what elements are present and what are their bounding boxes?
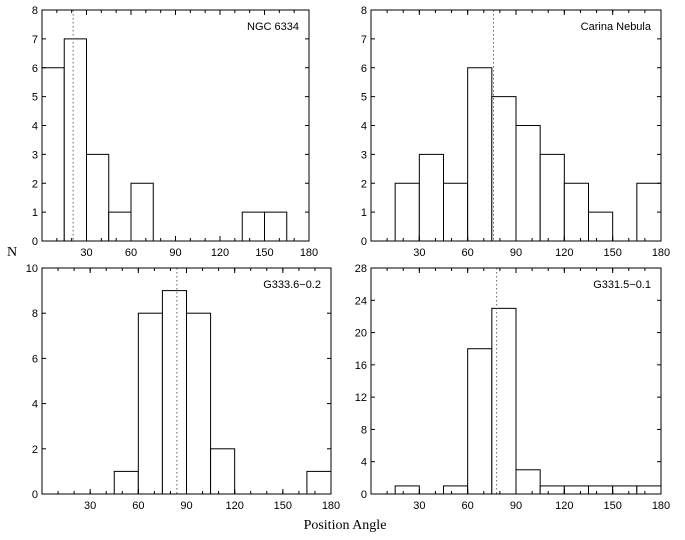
histogram-bar [161, 290, 188, 495]
histogram-bar [137, 312, 163, 495]
x-tick-label: 60 [125, 247, 137, 259]
histogram-bar [418, 153, 445, 242]
histogram-bar [443, 485, 469, 495]
x-tick-label: 180 [652, 247, 670, 259]
x-tick-label: 150 [603, 247, 621, 259]
panel-title: G331.5−0.1 [593, 279, 651, 291]
x-tick-label: 120 [555, 500, 573, 512]
y-tick-label: 0 [361, 489, 367, 501]
y-tick-label: 6 [32, 353, 38, 365]
y-tick-label: 2 [361, 178, 367, 190]
histogram-bar [63, 38, 87, 242]
x-tick-label: 180 [652, 500, 670, 512]
x-tick-label: 30 [84, 500, 96, 512]
x-tick-label: 30 [80, 247, 92, 259]
x-tick-label: 120 [225, 500, 243, 512]
y-tick-label: 8 [32, 5, 38, 17]
histogram-bar [636, 182, 662, 242]
x-tick-label: 90 [180, 500, 192, 512]
y-tick-label: 6 [361, 63, 367, 75]
x-tick-label: 60 [132, 500, 144, 512]
histogram-bar [563, 182, 589, 242]
histogram-bar [394, 182, 420, 242]
x-tick-label: 120 [211, 247, 229, 259]
histogram-bar [467, 348, 493, 495]
histogram-bar [539, 485, 565, 495]
histogram-bar [467, 67, 493, 242]
y-tick-label: 5 [32, 92, 38, 104]
x-tick-label: 90 [510, 247, 522, 259]
y-tick-label: 8 [32, 308, 38, 320]
y-tick-label: 10 [26, 263, 38, 275]
histogram-panel-g331-5-0-1: 0 4 8 12 16 20 24 28 30 60 90 120 150 180 G331.5−0.1 [355, 263, 670, 512]
x-tick-label: 30 [413, 500, 425, 512]
histogram-bar [241, 211, 265, 242]
x-tick-label: 90 [169, 247, 181, 259]
histogram-bar [264, 211, 288, 242]
y-tick-label: 7 [32, 34, 38, 46]
y-tick-label: 1 [361, 207, 367, 219]
histogram-bar [306, 470, 332, 495]
x-tick-label: 60 [462, 500, 474, 512]
y-tick-label: 12 [355, 392, 367, 404]
y-tick-label: 1 [32, 207, 38, 219]
panel-title: G333.6−0.2 [263, 279, 321, 291]
y-tick-label: 16 [355, 360, 367, 372]
histogram-bar [86, 153, 110, 242]
shared-x-axis-label: Position Angle [304, 518, 387, 533]
histogram-bar [113, 470, 139, 495]
y-tick-label: 20 [355, 328, 367, 340]
y-tick-label: 7 [361, 34, 367, 46]
y-tick-label: 8 [361, 5, 367, 17]
histogram-bar [186, 312, 212, 495]
x-tick-label: 30 [413, 247, 425, 259]
histogram-bar [539, 153, 565, 242]
histogram-bar [515, 125, 541, 242]
histogram-bar [588, 485, 614, 495]
histogram-bar [588, 211, 614, 242]
y-tick-label: 4 [32, 399, 38, 411]
histogram-bar [491, 96, 517, 242]
x-tick-label: 180 [300, 247, 318, 259]
y-tick-label: 0 [32, 236, 38, 248]
y-tick-label: 4 [32, 121, 38, 133]
x-tick-label: 150 [255, 247, 273, 259]
x-tick-label: 150 [274, 500, 292, 512]
y-tick-label: 3 [32, 149, 38, 161]
histogram-panel-g333-6-0-2: 0 2 4 6 8 10 30 60 90 120 150 180 G333.6−0.2 [26, 263, 340, 512]
histogram-bar [612, 485, 638, 495]
x-tick-label: 150 [603, 500, 621, 512]
y-tick-label: 4 [361, 121, 367, 133]
y-tick-label: 5 [361, 92, 367, 104]
histogram-bar [443, 182, 469, 242]
y-tick-label: 2 [32, 178, 38, 190]
histogram-bar [515, 469, 541, 495]
y-tick-label: 4 [361, 457, 367, 469]
panel-title: NGC 6334 [247, 21, 299, 33]
histogram-panel-carina-nebula: 0 1 2 3 4 5 6 7 8 30 60 90 120 150 180 Carina Nebula [361, 5, 670, 259]
panel-title: Carina Nebula [581, 21, 652, 33]
histogram-panel-ngc-6334: 0 1 2 3 4 5 6 7 8 30 60 90 120 150 180 NGC 6334 [32, 5, 318, 259]
y-tick-label: 24 [355, 295, 367, 307]
x-tick-label: 180 [322, 500, 340, 512]
y-tick-label: 3 [361, 149, 367, 161]
x-tick-label: 60 [462, 247, 474, 259]
y-tick-label: 6 [32, 63, 38, 75]
shared-y-axis-label: N [7, 245, 17, 260]
x-tick-label: 90 [510, 500, 522, 512]
histogram-bar [563, 485, 589, 495]
x-tick-label: 120 [555, 247, 573, 259]
y-tick-label: 8 [361, 424, 367, 436]
y-tick-label: 2 [32, 444, 38, 456]
histogram-bar [130, 182, 154, 242]
y-tick-label: 0 [361, 236, 367, 248]
y-tick-label: 28 [355, 263, 367, 275]
histogram-bar [394, 485, 420, 495]
histogram-bar [636, 485, 662, 495]
histogram-bar [210, 448, 236, 495]
histogram-bar [491, 307, 517, 495]
histogram-bar [108, 211, 132, 242]
y-tick-label: 0 [32, 489, 38, 501]
